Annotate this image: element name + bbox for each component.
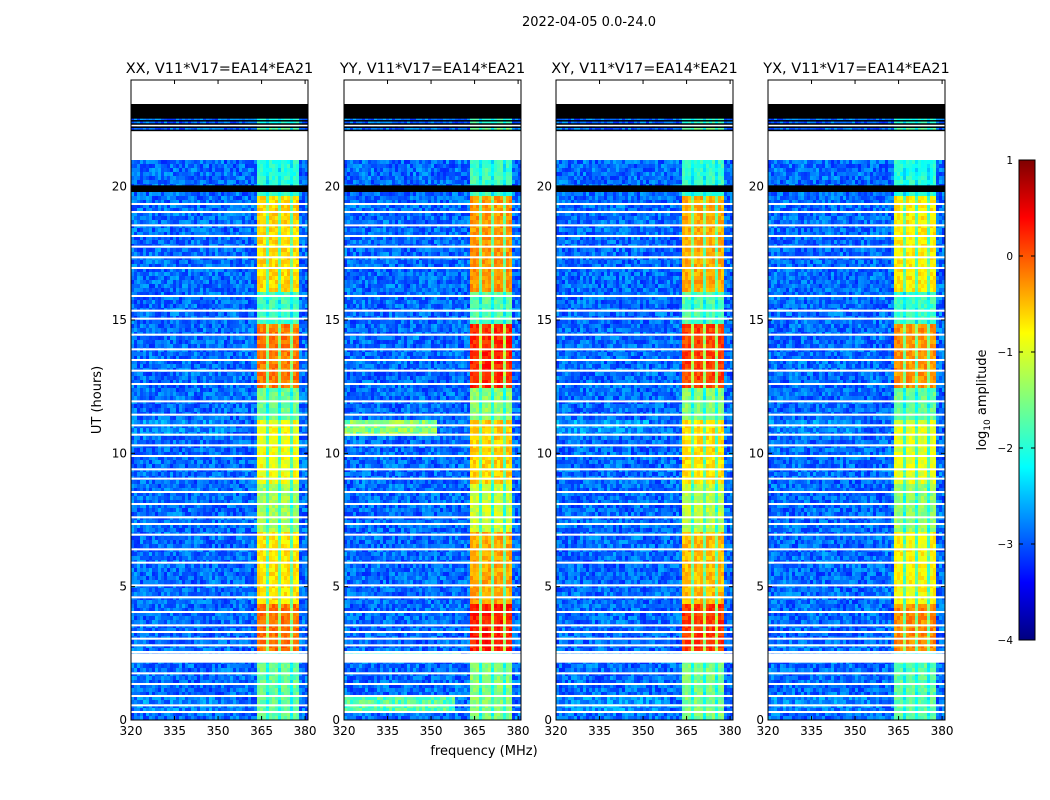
panel-2-title: YY, V11*V17=EA14*EA21 [339,61,525,77]
y-tick-label: 10 [749,446,764,460]
y-tick-label: 10 [325,446,340,460]
x-tick-label: 365 [675,724,698,738]
panel-3-flagged-range [556,653,733,662]
y-tick-label: 20 [749,180,764,194]
figure-suptitle: 2022-04-05 0.0-24.0 [522,15,656,30]
colorbar-tick-label: −1 [998,347,1013,359]
y-tick-label: 5 [544,580,552,594]
panel-3-flagged-range [556,185,733,192]
x-tick-label: 365 [250,724,273,738]
y-tick-label: 5 [119,580,127,594]
x-tick-label: 380 [719,724,742,738]
panel-3-flagged-range [556,104,733,119]
spectrogram-figure: 2022-04-05 0.0-24.0 frequency (MHz) UT (… [0,0,1050,800]
panel-1-title: XX, V11*V17=EA14*EA21 [126,61,314,77]
x-tick-label: 380 [931,724,954,738]
y-tick-label: 15 [537,313,552,327]
panel-1-flagged-range [131,185,308,192]
panel-2-flagged-range [344,185,521,192]
x-tick-label: 335 [163,724,186,738]
y-tick-label: 5 [332,580,340,594]
panel-1-flagged-range [131,131,308,160]
panel-1-flagged-range [131,653,308,662]
panel-4-flagged-range [768,653,945,662]
colorbar-tick-label: 1 [1006,155,1013,167]
panel-4-flagged-range [768,104,945,119]
y-tick-label: 10 [537,446,552,460]
colorbar-label: log10 amplitude [975,349,993,450]
panel-4-flagged-range [768,185,945,192]
x-tick-label: 335 [800,724,823,738]
y-tick-label: 5 [756,580,764,594]
y-tick-label: 15 [749,313,764,327]
x-tick-label: 365 [463,724,486,738]
x-tick-label: 380 [294,724,317,738]
x-tick-label: 380 [507,724,530,738]
x-tick-label: 350 [420,724,443,738]
panel-2-flagged-range [344,131,521,160]
y-tick-label: 10 [112,446,127,460]
x-tick-label: 335 [376,724,399,738]
y-tick-label: 0 [332,713,340,727]
colorbar-tick-label: −2 [998,443,1013,455]
panel-4-heatmap [768,80,945,720]
panel-3-flagged-range [556,131,733,160]
panel-1-flagged-range [131,104,308,119]
panel-4-title: YX, V11*V17=EA14*EA21 [762,61,949,77]
colorbar-tick-label: 0 [1006,251,1013,263]
colorbar: log10 amplitude 1 0 −1 −2 −3 −4 [975,155,1035,647]
panel-1-heatmap [131,80,308,720]
x-tick-label: 350 [207,724,230,738]
y-tick-label: 0 [544,713,552,727]
panel-4-flagged-range [768,131,945,160]
panel-3-title: XY, V11*V17=EA14*EA21 [551,61,737,77]
panel-2-flagged-range [344,104,521,119]
x-tick-label: 350 [632,724,655,738]
y-tick-label: 15 [325,313,340,327]
y-tick-label: 20 [325,180,340,194]
x-tick-label: 335 [588,724,611,738]
colorbar-gradient [1019,160,1035,640]
panel-3-heatmap [556,80,733,720]
y-tick-label: 0 [119,713,127,727]
x-tick-label: 350 [844,724,867,738]
y-tick-label: 0 [756,713,764,727]
panel-2-flagged-range [344,653,521,662]
x-axis-label: frequency (MHz) [430,744,537,759]
y-tick-label: 20 [112,180,127,194]
panel-2-heatmap [344,80,521,720]
colorbar-tick-label: −4 [998,635,1014,647]
colorbar-tick-label: −3 [998,539,1013,551]
y-tick-label: 20 [537,180,552,194]
y-axis-label: UT (hours) [90,366,105,434]
y-tick-label: 15 [112,313,127,327]
x-tick-label: 365 [887,724,910,738]
